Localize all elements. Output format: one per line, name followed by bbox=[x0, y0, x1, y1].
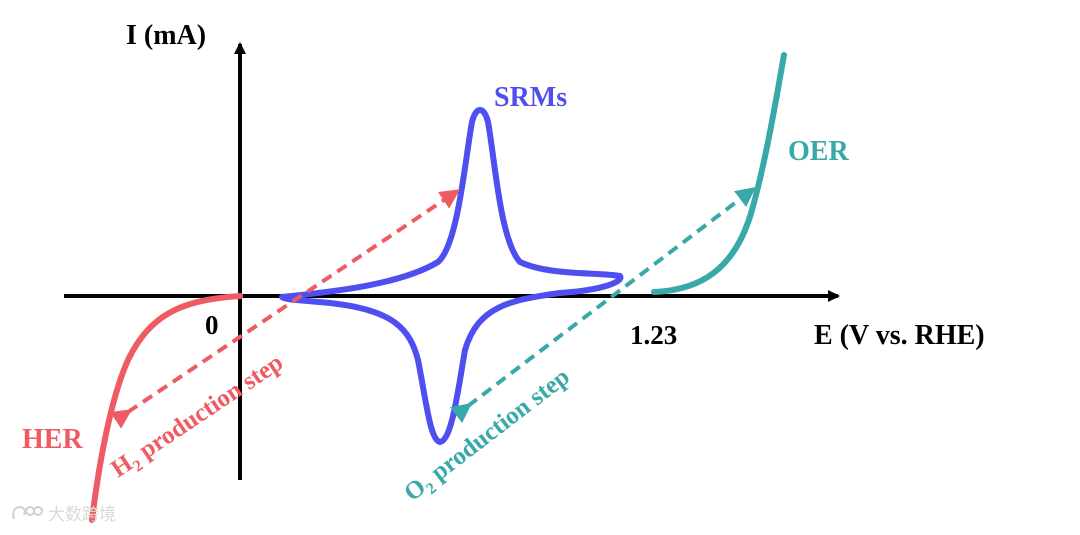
srms-label: SRMs bbox=[494, 82, 567, 113]
y-axis-label: I (mA) bbox=[126, 20, 206, 51]
tick-label-1-23: 1.23 bbox=[630, 320, 677, 350]
o2-production-arrow bbox=[450, 186, 756, 424]
watermark: 大数跨境 bbox=[10, 500, 116, 525]
watermark-text: 大数跨境 bbox=[48, 505, 116, 525]
h2-production-arrow bbox=[109, 189, 461, 429]
her-label: HER bbox=[22, 424, 83, 455]
x-axis-label: E (V vs. RHE) bbox=[814, 320, 985, 351]
h2-suffix: production step bbox=[129, 349, 288, 468]
oer-curve bbox=[651, 52, 787, 295]
watermark-logo-icon bbox=[10, 503, 44, 523]
srms-curve bbox=[279, 107, 624, 445]
h2-production-step-label: H2 production step bbox=[106, 349, 290, 486]
oer-label: OER bbox=[788, 136, 849, 167]
tick-label-zero: 0 bbox=[205, 310, 219, 340]
o2-production-step-label: O2 production step bbox=[399, 363, 577, 510]
